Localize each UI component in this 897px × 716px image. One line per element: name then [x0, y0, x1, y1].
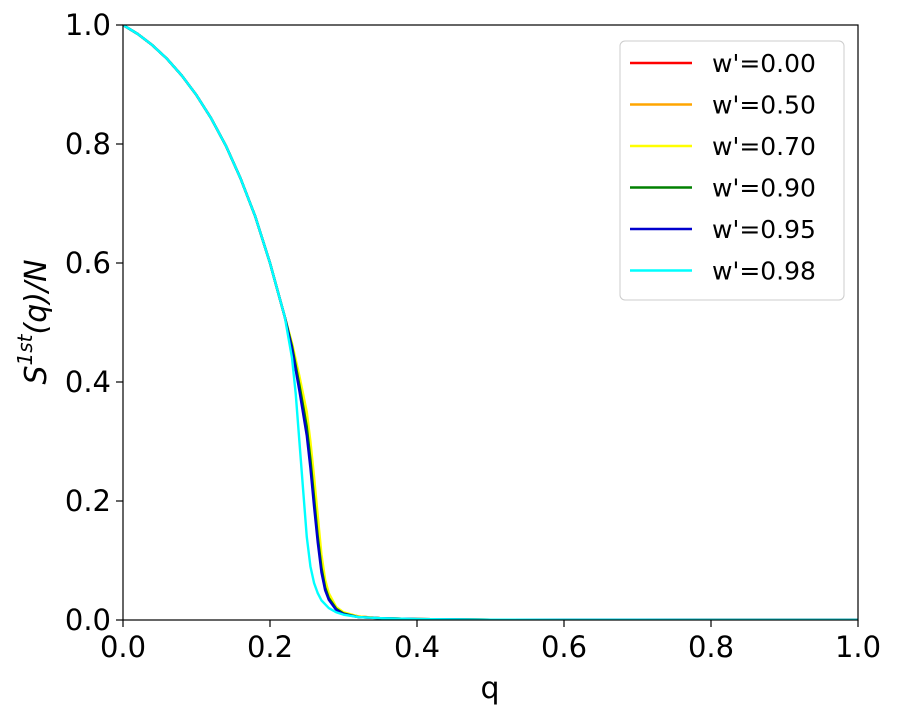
plot-frame — [122, 24, 859, 621]
legend-label: w'=0.50 — [712, 91, 816, 120]
x-axis-ticks: 0.0 0.2 0.4 0.6 0.8 1.0 — [100, 620, 881, 664]
y-tick-label: 0.0 — [65, 603, 111, 637]
legend-label: w'=0.00 — [712, 49, 816, 78]
x-axis-label: q — [480, 671, 499, 706]
x-tick-label: 0.4 — [394, 630, 440, 664]
x-tick-label: 0.6 — [541, 630, 587, 664]
legend-label: w'=0.95 — [712, 215, 816, 244]
legend-label: w'=0.70 — [712, 132, 816, 161]
y-axis-label-rest: (q)/N — [19, 259, 54, 334]
y-axis-label-sup: 1st — [13, 333, 37, 365]
legend-box — [619, 40, 845, 301]
y-tick-label: 0.2 — [65, 484, 111, 518]
series-layer — [123, 25, 858, 620]
x-tick-label: 0.2 — [247, 630, 293, 664]
series-line-5 — [123, 25, 858, 620]
y-tick-label: 1.0 — [65, 8, 111, 42]
legend-label: w'=0.98 — [712, 257, 816, 286]
y-tick-label: 0.4 — [65, 365, 111, 399]
x-tick-label: 0.0 — [100, 630, 146, 664]
x-tick-label: 1.0 — [835, 630, 881, 664]
y-tick-label: 0.8 — [65, 127, 111, 161]
legend-label: w'=0.90 — [712, 174, 816, 203]
y-tick-label: 0.6 — [65, 246, 111, 280]
y-axis-label-base: S — [19, 365, 54, 384]
x-tick-label: 0.8 — [688, 630, 734, 664]
y-axis-label: S1st(q)/N — [13, 259, 54, 384]
y-axis-ticks: 0.0 0.2 0.4 0.6 0.8 1.0 — [65, 8, 123, 637]
legend: w'=0.00 w'=0.50 w'=0.70 w'=0.90 w'=0.95 w'=0.… — [619, 40, 845, 301]
